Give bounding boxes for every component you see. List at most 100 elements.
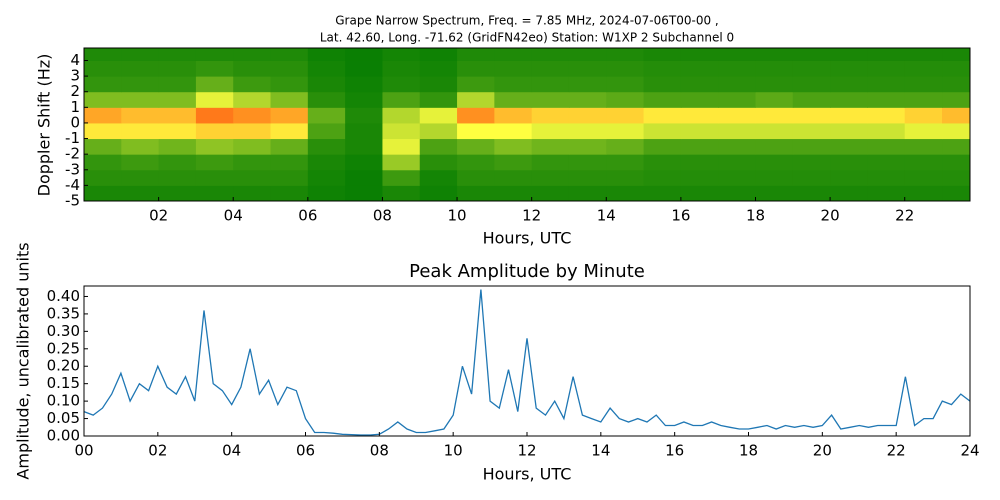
heatmap-cell	[568, 169, 607, 186]
heatmap-cell	[792, 185, 831, 201]
heatmap-cell	[84, 76, 122, 93]
heatmap-cell	[568, 122, 607, 140]
heatmap-cell	[643, 154, 682, 171]
heatmap-cell	[345, 60, 383, 77]
heatmap-cell	[382, 138, 421, 155]
x-tick-label: 12	[522, 207, 541, 225]
heatmap-cell	[830, 154, 868, 171]
heatmap-cell	[270, 185, 309, 201]
x-tick-label: 16	[665, 442, 684, 460]
heatmap-cell	[830, 91, 868, 108]
heatmap-cell	[680, 107, 719, 124]
heatmap-cell	[419, 154, 458, 171]
heatmap-cell	[867, 169, 906, 186]
x-tick-label: 04	[222, 442, 241, 460]
x-tick-label: 06	[298, 207, 317, 225]
heatmap-cell	[904, 122, 943, 140]
heatmap-cell	[419, 91, 458, 108]
heatmap-cell	[867, 76, 906, 93]
heatmap-cell	[494, 91, 533, 108]
heatmap-cell	[718, 48, 756, 61]
heatmap-cell	[382, 60, 421, 77]
heatmap-cell	[792, 76, 831, 93]
y-tick-label: 0.25	[47, 339, 80, 357]
heatmap-cell	[158, 48, 197, 61]
heatmap-cell	[830, 138, 868, 155]
heatmap-cell	[606, 76, 645, 93]
heatmap-cell	[270, 91, 309, 108]
heatmap-cell	[718, 76, 756, 93]
heatmap-cell	[494, 185, 533, 201]
heatmap-cell	[195, 154, 234, 171]
heatmap-cell	[419, 48, 458, 61]
heatmap-cell	[307, 169, 346, 186]
plot-frame	[83, 47, 971, 202]
heatmap-cell	[606, 122, 645, 140]
heatmap-cell	[680, 76, 719, 93]
heatmap-cell	[307, 60, 346, 77]
x-tick-label: 22	[895, 207, 914, 225]
heatmap-cell	[680, 138, 719, 155]
heatmap-cell	[307, 48, 346, 61]
heatmap-cell	[792, 122, 831, 140]
y-axis-label: Doppler Shift (Hz)	[35, 54, 54, 197]
y-tick-label: 0.15	[47, 374, 80, 392]
heatmap-cell	[382, 76, 421, 93]
heatmap-cell	[867, 60, 906, 77]
heatmap-cell	[84, 60, 122, 77]
heatmap-cell	[494, 76, 533, 93]
heatmap-cell	[84, 91, 122, 108]
chart-title: Grape Narrow Spectrum, Freq. = 7.85 MHz,…	[335, 14, 718, 28]
heatmap-cell	[755, 122, 794, 140]
heatmap-cell	[792, 91, 831, 108]
heatmap-cell	[531, 185, 570, 201]
heatmap-cell	[158, 107, 197, 124]
heatmap-cell	[531, 138, 570, 155]
heatmap-cell	[606, 138, 645, 155]
heatmap-cell	[345, 154, 383, 171]
heatmap-cell	[307, 76, 346, 93]
heatmap-cell	[680, 60, 719, 77]
heatmap-cell	[718, 122, 756, 140]
heatmap-cell	[382, 48, 421, 61]
heatmap-cell	[942, 169, 970, 186]
heatmap-cell	[382, 169, 421, 186]
x-tick-label: 10	[448, 207, 467, 225]
y-tick-label: 0.40	[47, 287, 80, 305]
heatmap-cell	[606, 91, 645, 108]
heatmap-cell	[904, 169, 943, 186]
heatmap-cell	[904, 76, 943, 93]
heatmap-cell	[568, 60, 607, 77]
heatmap-cell	[755, 48, 794, 61]
heatmap-cell	[270, 107, 309, 124]
heatmap-cell	[792, 138, 831, 155]
heatmap-cell	[755, 107, 794, 124]
heatmap-cell	[680, 48, 719, 61]
heatmap-cell	[121, 185, 160, 201]
heatmap-cell	[419, 60, 458, 77]
heatmap-cell	[904, 154, 943, 171]
heatmap-cell	[457, 169, 495, 186]
heatmap-cell	[345, 169, 383, 186]
heatmap-cell	[792, 107, 831, 124]
heatmap-cell	[568, 154, 607, 171]
heatmap-cell	[121, 169, 160, 186]
heatmap-cell	[531, 48, 570, 61]
heatmap-cell	[158, 185, 197, 201]
y-tick-label: 0.35	[47, 304, 80, 322]
heatmap-cell	[84, 154, 122, 171]
heatmap-cell	[158, 169, 197, 186]
heatmap-cell	[755, 76, 794, 93]
heatmap-cell	[345, 122, 383, 140]
x-tick-label: 06	[296, 442, 315, 460]
heatmap-cell	[419, 122, 458, 140]
heatmap-cell	[233, 122, 272, 140]
heatmap-cell	[195, 91, 234, 108]
heatmap-cell	[606, 60, 645, 77]
heatmap-cell	[121, 107, 160, 124]
heatmap-cell	[419, 138, 458, 155]
heatmap-cell	[643, 185, 682, 201]
heatmap-cell	[307, 138, 346, 155]
heatmap-cell	[121, 122, 160, 140]
